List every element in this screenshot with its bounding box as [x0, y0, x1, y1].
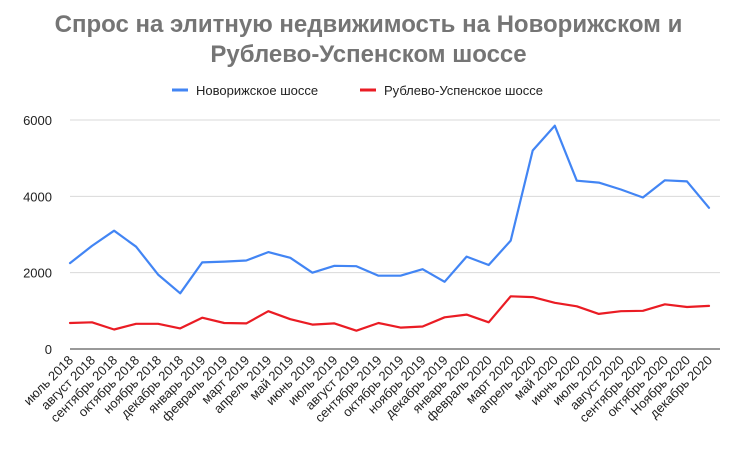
grid-layer	[70, 119, 720, 350]
chart-title: Спрос на элитную недвижимость на Новориж…	[0, 10, 737, 70]
y-tick-label: 6000	[23, 113, 52, 128]
y-tick-label: 0	[45, 342, 52, 357]
y-axis-ticks: 0 2000 4000 6000	[23, 113, 52, 357]
series-line-1	[68, 295, 711, 332]
legend-label-1: Рублево-Успенское шоссе	[384, 83, 543, 98]
series-layer	[68, 124, 711, 332]
chart-title-line-2: Рублево-Успенском шоссе	[210, 41, 527, 68]
legend: Новорижское шоссе Рублево-Успенское шоссе	[172, 83, 543, 98]
chart-title-line-1: Спрос на элитную недвижимость на Новориж…	[54, 11, 683, 38]
y-tick-label: 2000	[23, 266, 52, 281]
y-tick-label: 4000	[23, 189, 52, 204]
series-line-0	[68, 124, 711, 295]
legend-label-0: Новорижское шоссе	[196, 83, 318, 98]
